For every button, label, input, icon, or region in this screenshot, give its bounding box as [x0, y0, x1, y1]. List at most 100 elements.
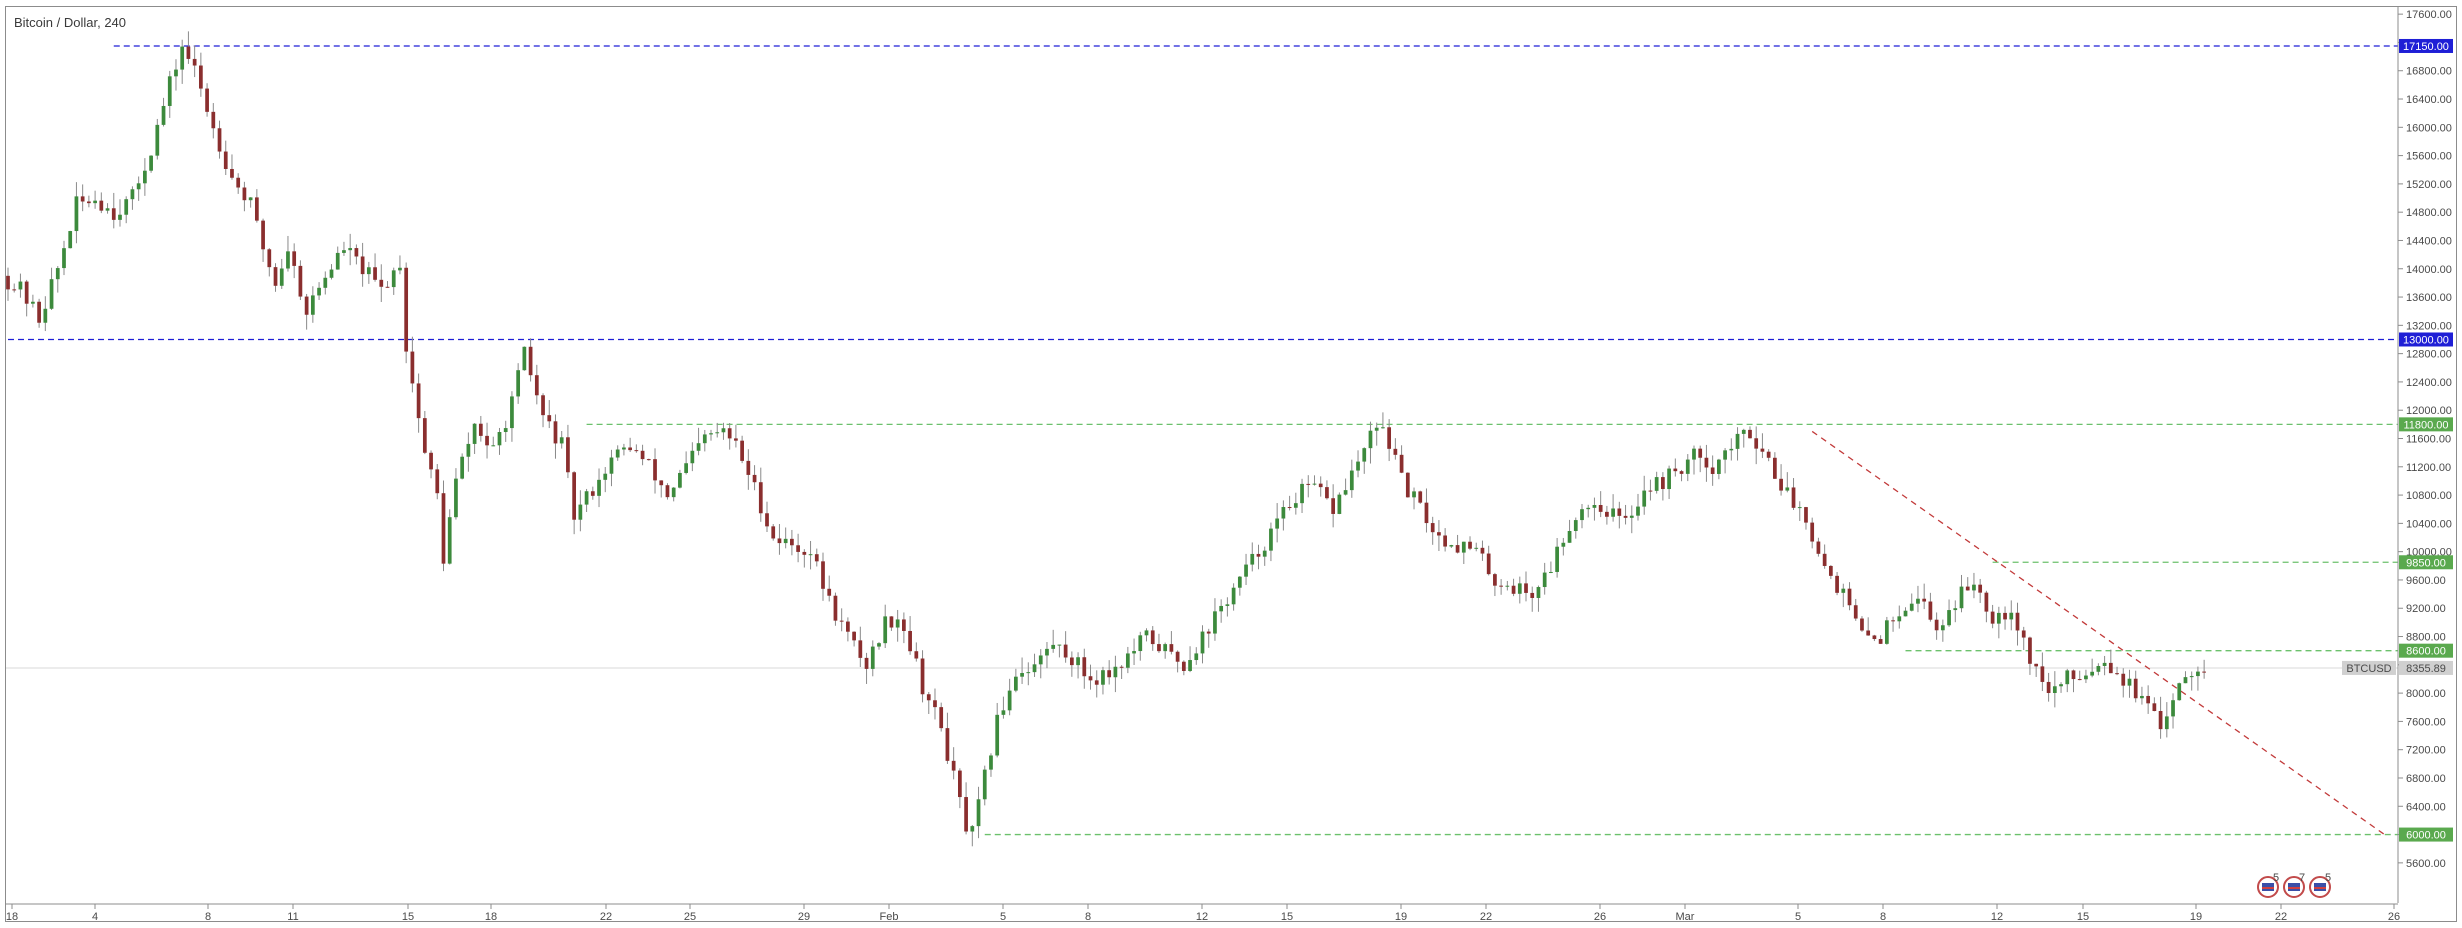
- candle-body: [124, 199, 129, 215]
- candle-body: [2009, 612, 2014, 620]
- price-tick-label: 12800.00: [2406, 349, 2452, 361]
- time-tick-label: 25: [684, 911, 696, 923]
- candle-body: [1717, 459, 1721, 474]
- candle-body: [1181, 661, 1186, 671]
- candle-body: [304, 296, 309, 315]
- candle-body: [2065, 670, 2070, 685]
- candle-body: [926, 694, 931, 701]
- us-flag-icon[interactable]: 5: [2257, 872, 2279, 898]
- time-tick-label: 15: [1281, 911, 1293, 923]
- candle-body: [771, 526, 776, 539]
- candle-body: [553, 421, 558, 444]
- time-tick-label: 18: [6, 911, 18, 923]
- candle-body: [1978, 584, 1983, 593]
- level-tag-label: 9850.00: [2406, 557, 2446, 569]
- candle-body: [1306, 483, 1311, 485]
- candle-body: [1953, 608, 1958, 611]
- candle-body: [1592, 505, 1597, 508]
- price-tick-label: 11600.00: [2406, 434, 2451, 446]
- candle-body: [2158, 711, 2163, 730]
- candle-body: [1673, 468, 1678, 472]
- candle-body: [1045, 648, 1049, 656]
- candle-body: [1909, 603, 1914, 611]
- candle-body: [534, 375, 539, 396]
- candle-body: [1517, 583, 1522, 594]
- candle-body: [1542, 572, 1547, 588]
- candle-body: [870, 646, 875, 669]
- candle-body: [1853, 605, 1858, 619]
- candle-body: [1200, 631, 1205, 654]
- time-tick-label: 5: [1795, 911, 1801, 923]
- time-tick-label: 8: [1880, 911, 1886, 923]
- candle-body: [323, 277, 328, 288]
- candle-body: [1965, 586, 1970, 591]
- candle-body: [1611, 508, 1615, 517]
- candle-body: [1723, 450, 1727, 460]
- candle-body: [279, 268, 284, 286]
- candle-body: [1325, 487, 1329, 499]
- candle-body: [1381, 427, 1385, 429]
- candle-body: [441, 493, 446, 564]
- candle-body: [2040, 666, 2045, 682]
- candle-body: [298, 265, 303, 297]
- candle-body: [491, 445, 496, 447]
- candle-body: [914, 651, 919, 659]
- candle-body: [1169, 644, 1174, 652]
- candle-body: [1213, 611, 1217, 634]
- candle-body: [522, 346, 527, 371]
- candle-body: [43, 308, 48, 323]
- candle-body: [205, 88, 209, 112]
- candle-body: [1891, 620, 1895, 622]
- candle-body: [1810, 522, 1815, 542]
- candle-body: [1150, 630, 1155, 645]
- level-tag: [2399, 38, 2453, 53]
- price-tick-label: 13200.00: [2406, 320, 2452, 332]
- candle-body: [1362, 448, 1367, 462]
- candle-body: [342, 250, 346, 253]
- candle-body: [584, 491, 589, 505]
- candle-body: [821, 561, 825, 589]
- candle-body: [982, 769, 987, 800]
- candle-body: [6, 275, 10, 290]
- candle-body: [1368, 430, 1373, 449]
- candle-body: [1119, 666, 1124, 668]
- candle-body: [99, 200, 104, 211]
- candle-body: [1312, 483, 1317, 485]
- event-icons[interactable]: 5 7 5: [2257, 872, 2331, 898]
- event-icon-stripe: [2288, 887, 2300, 889]
- candle-body: [93, 200, 97, 204]
- candle-body: [814, 554, 819, 562]
- us-flag-icon[interactable]: 7: [2283, 872, 2305, 898]
- candle-body: [1474, 547, 1479, 549]
- candle-body: [360, 256, 365, 275]
- candle-body: [1424, 502, 1429, 524]
- candle-body: [2090, 671, 2095, 676]
- candle-body: [2171, 700, 2175, 717]
- candle-body: [1063, 644, 1068, 658]
- candle-body: [790, 538, 794, 546]
- candle-body: [2108, 662, 2113, 674]
- time-tick-label: 12: [1196, 911, 1208, 923]
- candle-body: [995, 714, 1000, 756]
- candle-body: [920, 658, 925, 695]
- candle-body: [2096, 665, 2101, 672]
- candle-body: [230, 168, 234, 178]
- candle-body: [783, 538, 788, 544]
- candle-body: [1405, 472, 1410, 498]
- candle-body: [659, 480, 664, 486]
- time-tick-label: 4: [92, 911, 98, 923]
- time-tick-label: 26: [2388, 911, 2400, 923]
- candle-body: [335, 252, 340, 270]
- price-tick-label: 7200.00: [2406, 745, 2446, 757]
- candle-body: [1710, 467, 1715, 474]
- candle-body: [1437, 532, 1441, 536]
- flag-icon[interactable]: 5: [2309, 872, 2331, 898]
- candle-body: [1916, 598, 1920, 604]
- candle-body: [37, 301, 41, 323]
- symbol-tag-label: BTCUSD: [2346, 663, 2391, 675]
- candle-body: [379, 279, 384, 287]
- candle-body: [1791, 487, 1796, 508]
- candle-body: [1897, 616, 1902, 622]
- candle-body: [1729, 448, 1734, 451]
